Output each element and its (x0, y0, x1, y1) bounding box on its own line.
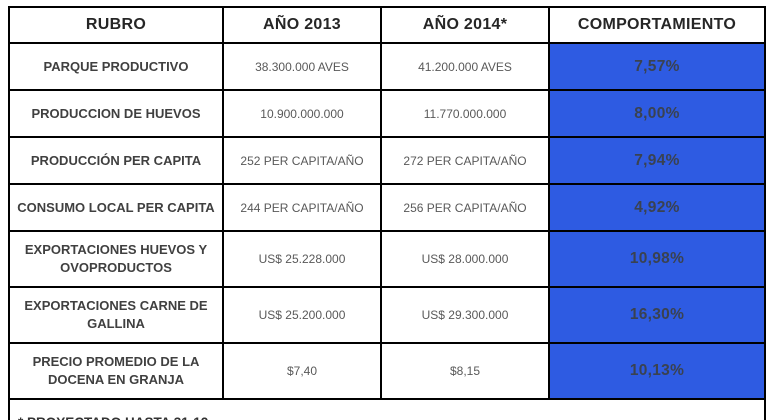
column-header-comportamiento: COMPORTAMIENTO (548, 6, 766, 44)
row-label: EXPORTACIONES HUEVOS Y OVOPRODUCTOS (8, 230, 224, 288)
table-row: CONSUMO LOCAL PER CAPITA 244 PER CAPITA/… (8, 183, 766, 232)
value-2014: US$ 29.300.000 (380, 286, 550, 344)
value-2013: 252 PER CAPITA/AÑO (222, 136, 382, 185)
header-row: RUBRO AÑO 2013 AÑO 2014* COMPORTAMIENTO (8, 6, 766, 44)
table-row: PRODUCCION DE HUEVOS 10.900.000.000 11.7… (8, 89, 766, 138)
value-2014: $8,15 (380, 342, 550, 400)
row-label: PRODUCCION DE HUEVOS (8, 89, 224, 138)
value-2013: $7,40 (222, 342, 382, 400)
row-label: CONSUMO LOCAL PER CAPITA (8, 183, 224, 232)
value-2013: 244 PER CAPITA/AÑO (222, 183, 382, 232)
value-2014: 41.200.000 AVES (380, 42, 550, 91)
comportamiento-value: 7,57% (548, 42, 766, 91)
row-label: EXPORTACIONES CARNE DE GALLINA (8, 286, 224, 344)
column-header-ano-2013: AÑO 2013 (222, 6, 382, 44)
table-row: PRODUCCIÓN PER CAPITA 252 PER CAPITA/AÑO… (8, 136, 766, 185)
value-2014: US$ 28.000.000 (380, 230, 550, 288)
column-header-rubro: RUBRO (8, 6, 224, 44)
row-label: PARQUE PRODUCTIVO (8, 42, 224, 91)
comportamiento-value: 8,00% (548, 89, 766, 138)
table-row: PARQUE PRODUCTIVO 38.300.000 AVES 41.200… (8, 42, 766, 91)
value-2014: 256 PER CAPITA/AÑO (380, 183, 550, 232)
value-2013: US$ 25.200.000 (222, 286, 382, 344)
column-header-ano-2014: AÑO 2014* (380, 6, 550, 44)
row-label: PRECIO PROMEDIO DE LA DOCENA EN GRANJA (8, 342, 224, 400)
value-2014: 272 PER CAPITA/AÑO (380, 136, 550, 185)
footnote-text: * PROYECTADO HASTA 31-12 (8, 398, 766, 420)
footnote-row: * PROYECTADO HASTA 31-12 (8, 398, 766, 420)
table-row: EXPORTACIONES HUEVOS Y OVOPRODUCTOS US$ … (8, 230, 766, 288)
row-label: PRODUCCIÓN PER CAPITA (8, 136, 224, 185)
value-2013: US$ 25.228.000 (222, 230, 382, 288)
value-2014: 11.770.000.000 (380, 89, 550, 138)
table-row: EXPORTACIONES CARNE DE GALLINA US$ 25.20… (8, 286, 766, 344)
comportamiento-value: 10,98% (548, 230, 766, 288)
statistics-table: RUBRO AÑO 2013 AÑO 2014* COMPORTAMIENTO … (8, 6, 766, 420)
comportamiento-value: 16,30% (548, 286, 766, 344)
comportamiento-value: 4,92% (548, 183, 766, 232)
value-2013: 38.300.000 AVES (222, 42, 382, 91)
table-row: PRECIO PROMEDIO DE LA DOCENA EN GRANJA $… (8, 342, 766, 400)
value-2013: 10.900.000.000 (222, 89, 382, 138)
comportamiento-value: 10,13% (548, 342, 766, 400)
comportamiento-value: 7,94% (548, 136, 766, 185)
